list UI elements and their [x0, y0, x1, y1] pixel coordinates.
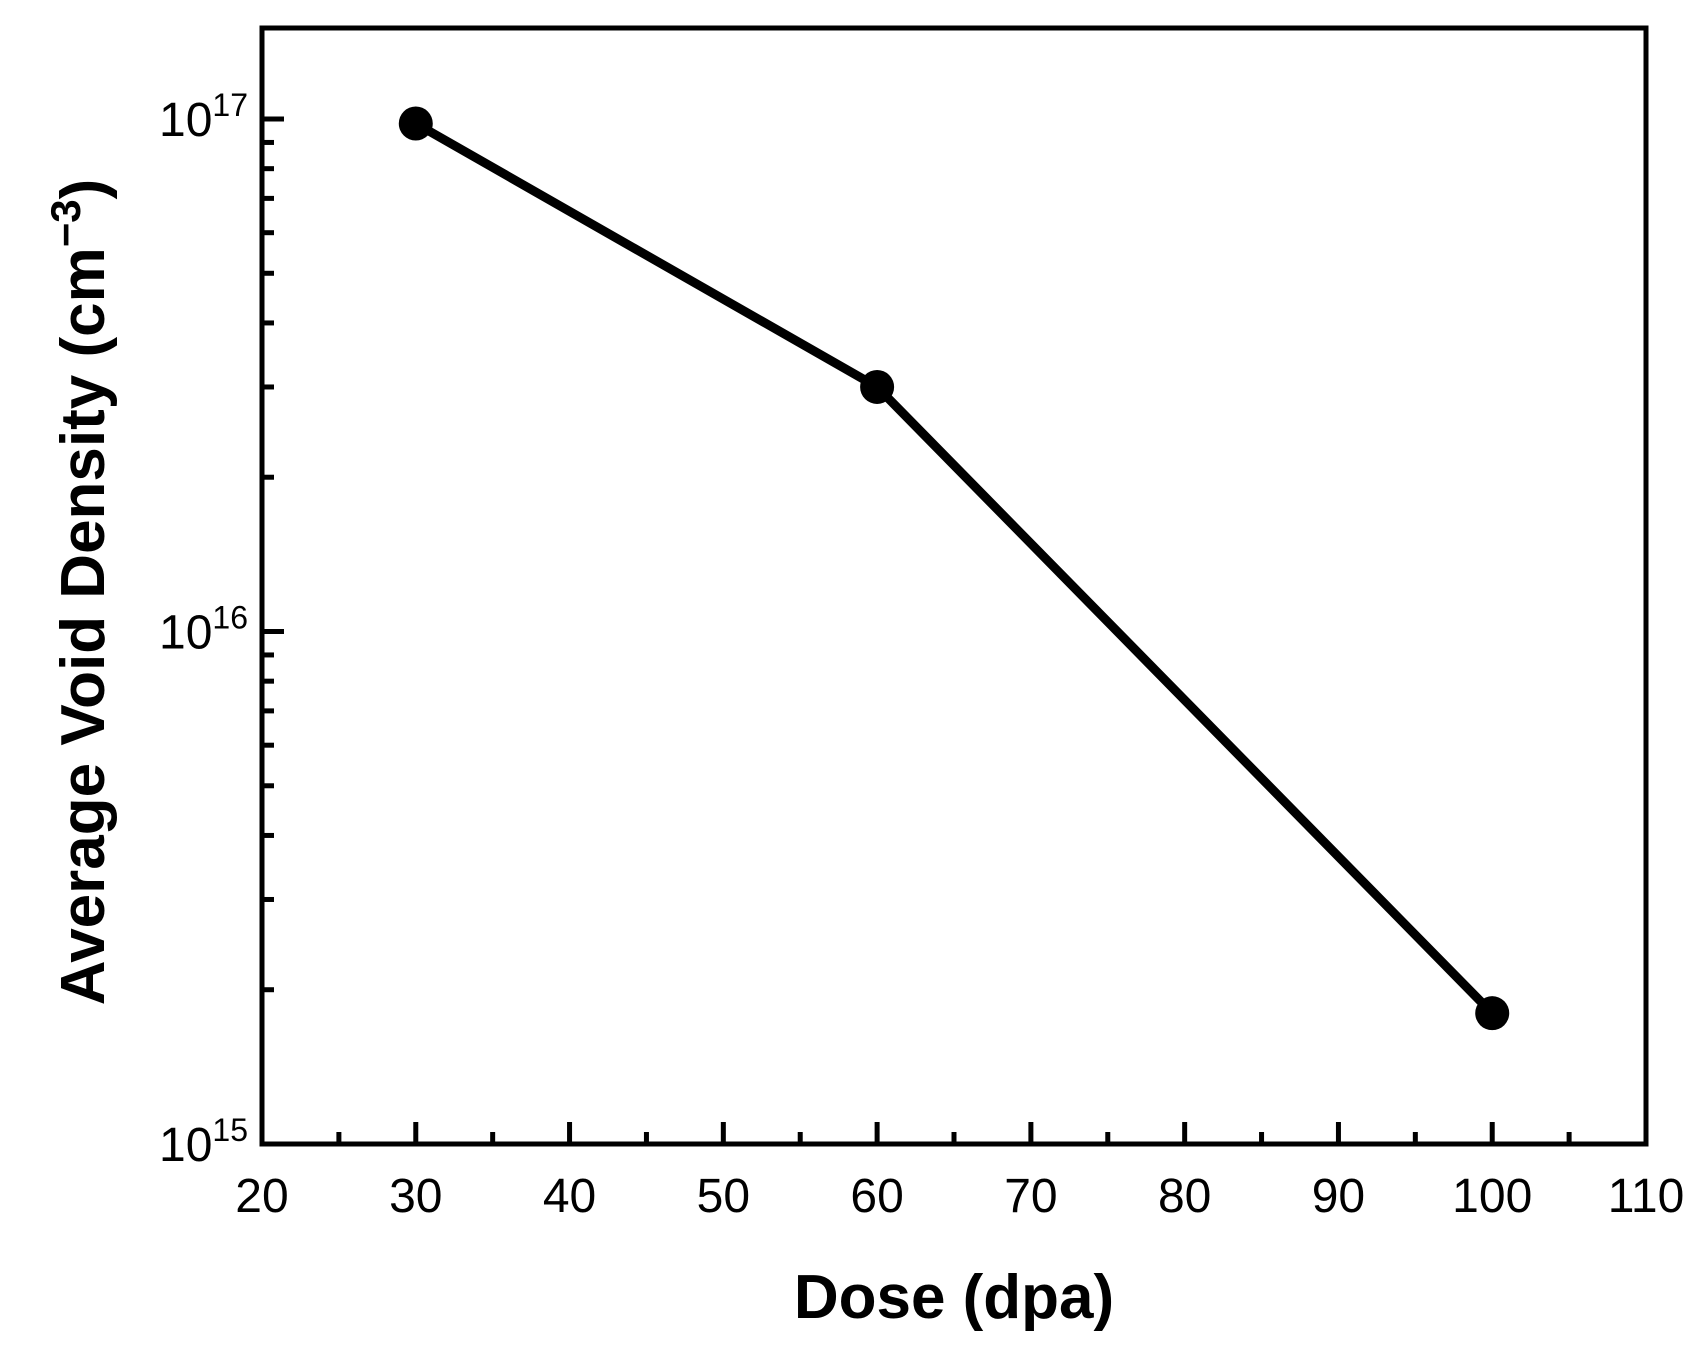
x-tick-label: 110 — [1608, 1170, 1685, 1223]
x-tick-label: 30 — [389, 1170, 442, 1223]
y-tick-label: 1017 — [159, 87, 248, 147]
y-tick-label-exponent: 16 — [212, 600, 248, 636]
series-line — [413, 119, 1496, 1017]
series-group — [398, 106, 1510, 1031]
x-tick-label: 90 — [1312, 1170, 1365, 1223]
y-axis-title-text: Average Void Density (cm — [49, 247, 118, 1005]
y-tick-label: 1015 — [159, 1112, 248, 1172]
y-tick-label-exponent: 15 — [212, 1112, 248, 1148]
plot-frame — [259, 25, 1649, 1147]
x-tick-labels: 20 30 40 50 60 70 80 90 100 110 — [235, 1170, 1684, 1223]
x-tick-label: 80 — [1158, 1170, 1211, 1223]
x-tick-label: 50 — [697, 1170, 750, 1223]
y-axis-title-close: ) — [49, 179, 118, 200]
y-axis-title-superscript: −3 — [42, 199, 89, 247]
x-tick-label: 100 — [1452, 1170, 1532, 1223]
x-axis-title: Dose (dpa) — [794, 1263, 1114, 1332]
data-point — [398, 106, 433, 141]
x-tick-label: 60 — [850, 1170, 903, 1223]
x-tick-label: 40 — [543, 1170, 596, 1223]
y-tick-label-exponent: 17 — [212, 87, 248, 123]
x-tick-label: 20 — [235, 1170, 288, 1223]
x-tick-label: 70 — [1004, 1170, 1057, 1223]
data-point — [860, 369, 895, 404]
y-axis-title: Average Void Density (cm−3) — [42, 179, 118, 1006]
data-point — [1475, 996, 1510, 1031]
y-tick-label: 1016 — [159, 600, 248, 660]
y-tick-label-base: 10 — [159, 1119, 212, 1172]
y-tick-label-base: 10 — [159, 607, 212, 660]
y-tick-label-base: 10 — [159, 94, 212, 147]
tick-marks — [262, 116, 1572, 1144]
